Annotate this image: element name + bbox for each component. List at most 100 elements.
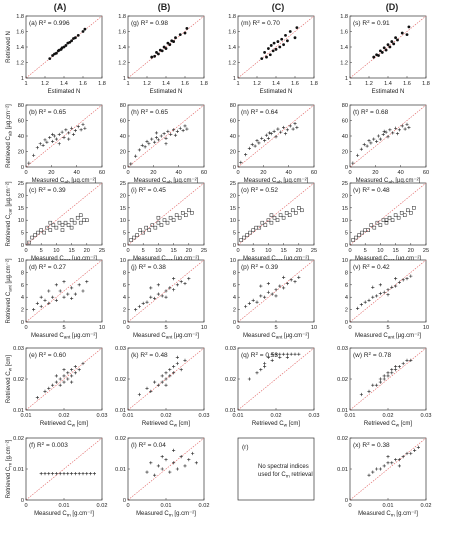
panel-r2-label: (s) R2 = 0.91 [353,19,390,27]
one-to-one-line [237,182,315,246]
y-tick-label: 4 [123,295,126,301]
data-point [405,358,409,362]
data-point [58,472,62,476]
data-point [284,211,289,215]
x-tick-label: 10 [265,248,271,254]
one-to-one-line [25,437,103,501]
column-header-b: (B) [158,2,171,12]
data-point [60,228,65,232]
y-tick-label: 1.6 [16,30,24,36]
data-point [367,139,371,143]
data-point [275,218,280,222]
data-point [153,140,157,144]
data-point [172,365,176,369]
y-tick-label: 5 [233,231,236,237]
data-point [255,139,259,143]
chart-panel-7: 0 20 40 60 0 20 40 60 80 (n) R2 = 0.64 Measured Ca… [230,103,317,186]
data-point [245,233,249,237]
data-point [51,383,55,387]
panel-r2-label: (l) R2 = 0.04 [131,441,166,449]
data-point [391,131,395,135]
data-point [51,132,55,137]
y-tick-label: 1.8 [228,14,236,20]
y-tick-label: 20 [18,193,24,199]
data-point [35,301,39,305]
x-tick-label: 5 [164,325,167,331]
data-point [392,42,396,46]
note-text-line2: used for Cm retrieval [258,472,313,480]
data-point [179,280,183,284]
y-tick-label: 6 [233,283,236,289]
data-point [260,136,264,140]
data-point [270,352,274,356]
y-tick-label: 1 [21,76,24,82]
data-point [403,127,407,131]
y-tick-label: 60 [120,119,126,125]
x-tick-label: 15 [392,248,398,254]
one-to-one-line [127,104,205,168]
data-point [255,371,259,375]
data-point [260,220,265,225]
data-point [269,220,274,225]
data-point [351,161,355,165]
panel-r2-label: (t) R2 = 0.68 [353,108,389,116]
y-tick-label: 8 [345,270,348,276]
data-point [386,371,390,375]
data-point [263,365,267,369]
y-tick-label: 1.2 [16,61,24,67]
data-point [282,43,285,47]
data-point [75,215,80,220]
data-point [178,126,182,130]
data-point [282,286,286,290]
x-tick-label: 0.01 [345,413,356,419]
x-axis-label: Measured Cm [g.cm⁻²] [136,511,196,519]
data-point [285,281,289,286]
data-point [149,295,153,299]
data-point [384,48,388,52]
y-tick-label: 4 [21,295,24,301]
data-point [263,361,267,366]
data-point [70,296,74,301]
data-point [73,365,77,369]
y-tick-label: 0 [233,243,236,249]
data-point [183,281,187,286]
data-point [251,298,255,302]
x-tick-label: 0 [236,170,239,176]
chart-panel-9: 0 5 10 15 20 25 0 5 10 15 20 25 (c) R2 = 0.39Measure… [6,181,105,264]
data-point [43,138,47,142]
x-tick-label: 0.01 [21,413,32,419]
data-point [175,283,179,287]
y-tick-label: 0 [345,320,348,326]
y-tick-label: 0.02 [225,377,236,383]
y-tick-label: 20 [18,150,24,156]
data-point [164,136,168,140]
x-tick-label: 0.01 [59,503,70,509]
data-point [375,467,379,471]
data-point [386,461,390,465]
data-point [172,128,176,132]
data-point [79,128,83,132]
x-axis-label: Retrieved Cw [cm] [252,421,300,429]
data-point [190,211,194,215]
panel-r2-label: (p) R2 = 0.39 [241,263,278,271]
data-point [168,368,172,372]
data-point [166,129,170,133]
data-point [38,142,42,146]
data-point [168,215,173,220]
chart-panel-8: 0 20 40 60 0 20 40 60 80 (t) R2 = 0.68 Measured Ca… [342,103,429,186]
data-point [185,27,189,30]
x-tick-label: 0 [348,248,351,254]
x-tick-label: 60 [99,170,105,176]
data-point [371,285,375,289]
y-tick-label: 2 [21,308,24,314]
data-point [156,283,160,287]
x-tick-label: 1 [24,81,27,87]
x-tick-label: 1.2 [253,81,261,87]
data-point [381,132,385,137]
data-point [173,133,178,137]
data-point [155,51,158,54]
data-point [300,208,304,213]
x-tick-label: 10 [423,325,429,331]
x-tick-label: 0 [126,325,129,331]
panel-r2-label: (g) R2 = 0.98 [131,19,168,27]
